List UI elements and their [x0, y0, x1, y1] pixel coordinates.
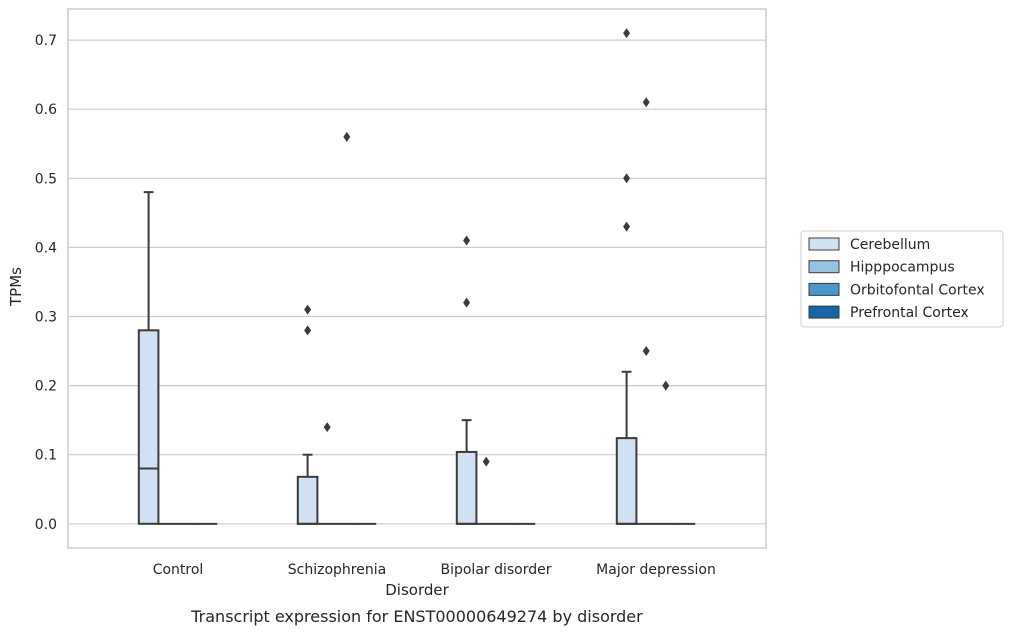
legend-swatch [808, 305, 840, 319]
y-tick-label: 0.7 [35, 33, 57, 49]
legend-swatch [808, 282, 840, 296]
legend: Cerebellum Hipppocampus Orbitofontal Corte… [800, 230, 1004, 328]
y-tick-label: 0.2 [35, 379, 57, 395]
legend-swatch [808, 260, 840, 274]
y-tick-label: 0.4 [35, 240, 57, 256]
box-body [137, 329, 160, 525]
gridlines [68, 39, 766, 525]
box-cerebellum [455, 235, 478, 525]
outlier-point [323, 422, 331, 433]
legend-swatch [808, 237, 840, 251]
x-tick-label: Bipolar disorder [440, 562, 551, 578]
legend-label: Prefrontal Cortex [850, 305, 969, 321]
x-axis-title: Disorder [385, 581, 449, 599]
box-cerebellum [615, 28, 638, 525]
box-series [137, 28, 696, 525]
y-tick-label: 0.5 [35, 171, 57, 187]
box-hipppocampus [317, 422, 337, 525]
y-tick-label: 0.1 [35, 448, 57, 464]
plot-frame [67, 8, 767, 549]
legend-label: Hipppocampus [850, 260, 955, 276]
outlier-point [642, 346, 650, 357]
box-orbitofontal-cortex [656, 380, 676, 525]
box-orbitofontal-cortex [337, 131, 357, 525]
outlier-point [623, 28, 631, 39]
y-tick-labels: 0.0 0.1 0.2 0.3 0.4 0.5 0.6 0.7 [35, 33, 57, 533]
x-tick-label: Major depression [596, 562, 716, 578]
box-hipppocampus [636, 97, 656, 525]
y-tick-label: 0.3 [35, 310, 57, 326]
x-tick-labels: Control Schizophrenia Bipolar disorder Majo… [153, 562, 716, 578]
x-tick-label: Control [153, 562, 204, 578]
legend-label: Orbitofontal Cortex [850, 282, 985, 298]
chart-caption: Transcript expression for ENST0000064927… [190, 607, 643, 626]
outlier-point [304, 304, 312, 315]
outlier-point [662, 380, 670, 391]
y-tick-label: 0.6 [35, 102, 57, 118]
outlier-point [482, 456, 490, 467]
outlier-point [623, 221, 631, 232]
outlier-point [463, 297, 471, 308]
outlier-point [463, 235, 471, 246]
y-axis-title: TPMs [7, 267, 25, 307]
box-cerebellum [137, 191, 160, 525]
outlier-point [304, 325, 312, 336]
x-tick-label: Schizophrenia [288, 562, 386, 578]
box-body [455, 450, 478, 525]
outlier-point [642, 97, 650, 108]
outlier-point [623, 173, 631, 184]
outlier-point [343, 131, 351, 142]
box-cerebellum [296, 304, 319, 525]
box-body [296, 475, 319, 525]
legend-label: Cerebellum [850, 237, 930, 253]
box-body [615, 437, 638, 525]
box-hipppocampus [476, 456, 496, 525]
legend-frame [800, 230, 1004, 328]
y-tick-label: 0.0 [35, 517, 57, 533]
